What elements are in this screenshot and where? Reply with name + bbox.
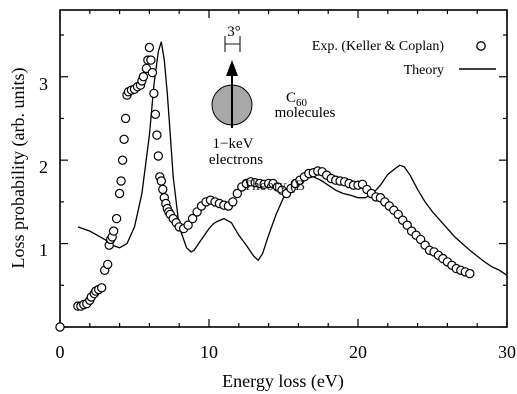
x-tick-label-30: 30 bbox=[498, 342, 516, 362]
exp-data-point bbox=[55, 322, 65, 332]
x-axis-title: Energy loss (eV) bbox=[222, 371, 344, 392]
exp-data-point bbox=[156, 176, 166, 186]
exp-data-point bbox=[114, 188, 125, 199]
legend-marker-circle bbox=[476, 41, 486, 51]
exp-data-point bbox=[116, 176, 126, 186]
exp-data-point bbox=[228, 197, 238, 207]
exp-data-point bbox=[144, 42, 155, 53]
exp-data-point bbox=[465, 268, 475, 279]
angle-label: 3° bbox=[227, 24, 241, 40]
exp-data-point bbox=[149, 88, 159, 99]
exp-data-point bbox=[138, 71, 149, 82]
legend-label-experiment: Exp. (Keller & Coplan) bbox=[312, 39, 445, 54]
beam-energy-label: 1−keV bbox=[213, 136, 254, 152]
exp-data-point bbox=[158, 184, 168, 195]
x-tick-label-20: 20 bbox=[349, 342, 367, 362]
plot-frame bbox=[59, 9, 508, 328]
exp-data-point bbox=[111, 213, 122, 224]
y-tick-label-2: 2 bbox=[39, 157, 48, 177]
exp-data-point bbox=[102, 259, 113, 270]
axis-ticks bbox=[59, 10, 508, 328]
y-tick-label-3: 3 bbox=[39, 74, 48, 94]
exp-data-point bbox=[232, 188, 242, 199]
exp-data-point bbox=[117, 155, 128, 165]
overlapping-text: Theory (B bbox=[243, 178, 305, 194]
y-tick-label-1: 1 bbox=[39, 240, 48, 260]
exp-data-point bbox=[147, 67, 158, 78]
exp-data-point bbox=[187, 213, 198, 224]
exp-data-point bbox=[119, 134, 129, 144]
beam-arrow-head bbox=[226, 60, 238, 76]
x-tick-label-10: 10 bbox=[200, 342, 218, 362]
exp-data-point bbox=[150, 109, 161, 120]
molecule-suffix-label: molecules bbox=[275, 105, 336, 121]
exp-data-point bbox=[152, 130, 162, 140]
x-tick-label-0: 0 bbox=[56, 342, 65, 362]
exp-data-point bbox=[146, 55, 156, 65]
inset-illustration: 3° C60 molecules 1−keV electrons bbox=[209, 24, 336, 168]
legend: Exp. (Keller & Coplan) Theory bbox=[312, 39, 496, 78]
exp-data-point bbox=[153, 151, 163, 161]
legend-label-theory: Theory bbox=[404, 63, 444, 78]
exp-data-point bbox=[183, 220, 193, 230]
exp-data-point bbox=[120, 113, 131, 124]
experiment-series-points bbox=[55, 42, 475, 332]
beam-particle-label: electrons bbox=[209, 152, 263, 168]
exp-data-point bbox=[96, 283, 107, 293]
y-axis-title: Loss probability (arb. units) bbox=[8, 68, 29, 269]
exp-data-point bbox=[108, 226, 119, 236]
molecule-label: C60 bbox=[286, 90, 308, 109]
theory-series-line bbox=[77, 41, 508, 276]
